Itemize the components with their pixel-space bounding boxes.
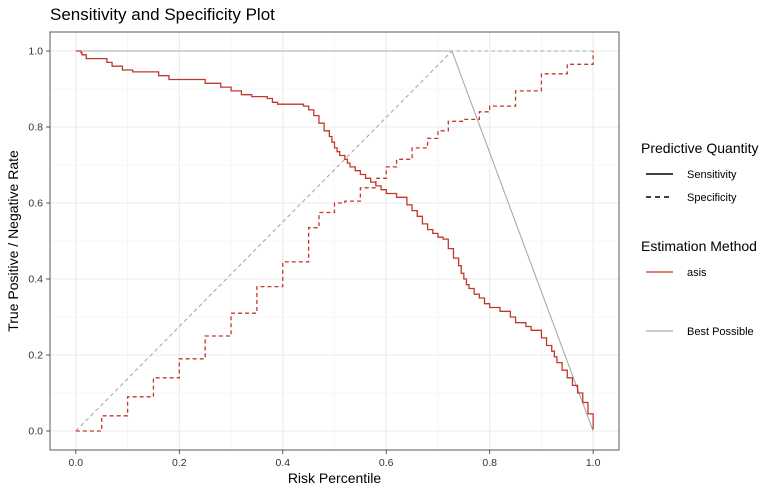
- x-tick-label-5: 1.0: [586, 457, 601, 469]
- series-asis-sensitivity: [75, 50, 594, 430]
- chart-title: Sensitivity and Specificity Plot: [50, 5, 275, 24]
- x-tick-label-0: 0.0: [69, 457, 84, 469]
- x-axis-title: Risk Percentile: [288, 470, 382, 486]
- legend: Predictive Quantity Sensitivity Specific…: [641, 140, 759, 338]
- x-tick-label-2: 0.4: [275, 457, 290, 469]
- y-tick-label-2: 0.4: [28, 274, 43, 286]
- x-axis: 0.0 0.2 0.4 0.6 0.8 1.0: [69, 450, 601, 469]
- y-tick-label-1: 0.2: [28, 350, 43, 362]
- y-tick-label-4: 0.8: [28, 122, 43, 134]
- legend-label-specificity: Specificity: [687, 192, 737, 204]
- y-tick-label-5: 1.0: [28, 46, 43, 58]
- y-axis: 0.0 0.2 0.4 0.6 0.8 1.0: [28, 46, 50, 438]
- series-best-possible-sensitivity: [75, 50, 594, 432]
- legend-label-sensitivity: Sensitivity: [687, 169, 737, 181]
- legend-title-method: Estimation Method: [641, 238, 757, 254]
- legend-title-quantity: Predictive Quantity: [641, 140, 759, 156]
- x-tick-label-1: 0.2: [172, 457, 187, 469]
- y-tick-label-3: 0.6: [28, 198, 43, 210]
- plot-panel-border: [49, 31, 620, 451]
- x-tick-label-4: 0.8: [482, 457, 497, 469]
- y-tick-label-0: 0.0: [28, 426, 43, 438]
- x-tick-label-3: 0.6: [379, 457, 394, 469]
- grid-minor: [50, 32, 619, 450]
- series-layer: [75, 50, 594, 432]
- legend-label-asis: asis: [687, 267, 707, 279]
- y-axis-title: True Positive / Negative Rate: [5, 150, 21, 332]
- grid-major: [50, 32, 619, 450]
- legend-label-best-possible: Best Possible: [687, 326, 754, 338]
